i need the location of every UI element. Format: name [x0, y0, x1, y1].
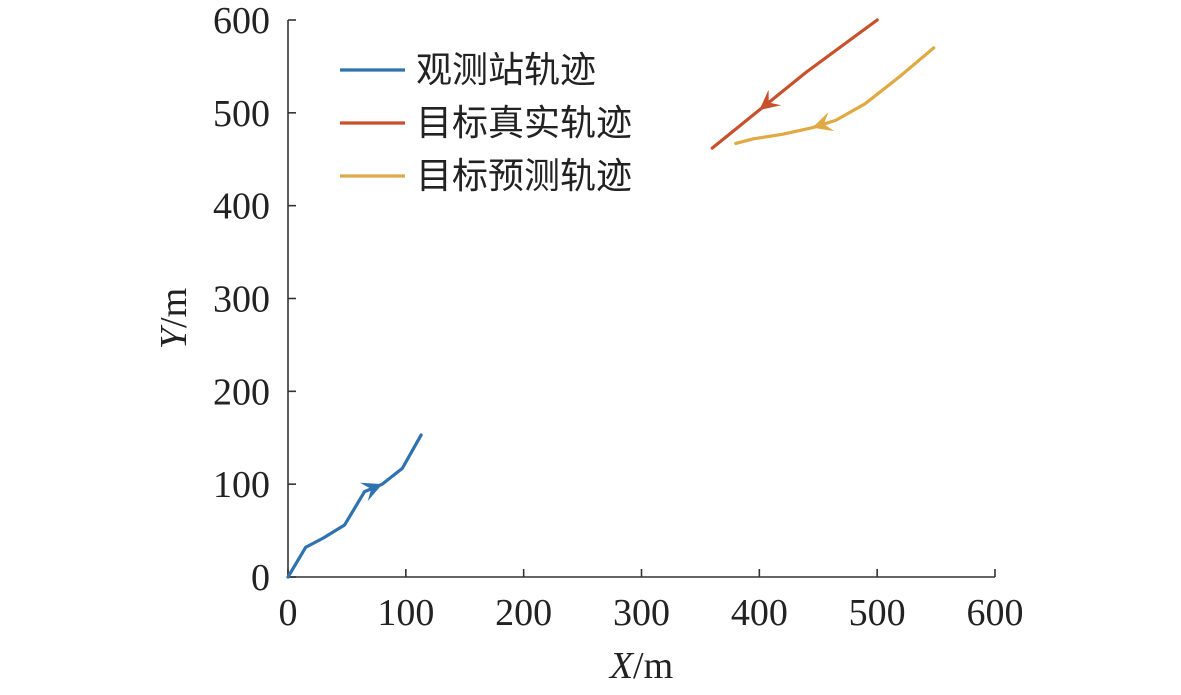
y-tick-label: 400 [213, 186, 270, 228]
x-tick-label: 400 [731, 592, 788, 634]
y-tick-label: 300 [213, 279, 270, 321]
y-axis-title-unit: /m [153, 288, 195, 328]
series-arrow-1 [359, 482, 383, 502]
x-axis-title-symbol: X [608, 645, 635, 687]
x-tick-label: 100 [377, 592, 434, 634]
x-tick-label: 500 [849, 592, 906, 634]
x-tick-label: 0 [279, 592, 298, 634]
legend-label-1: 观测站轨迹 [416, 50, 596, 91]
series-line-3 [734, 46, 936, 146]
legend-label-3: 目标预测轨迹 [416, 156, 632, 197]
series-line-2 [710, 18, 879, 150]
x-axis-title: X/m [608, 645, 673, 687]
y-tick-label: 100 [213, 464, 270, 506]
y-axis-title: Y/m [153, 288, 195, 349]
x-tick-label: 300 [613, 592, 670, 634]
y-tick-label: 0 [251, 557, 270, 599]
x-axis-title-unit: /m [633, 645, 673, 687]
y-tick-label: 600 [213, 0, 270, 42]
y-tick-label: 200 [213, 371, 270, 413]
x-tick-label: 200 [495, 592, 552, 634]
x-tick-label: 600 [967, 592, 1024, 634]
legend-label-2: 目标真实轨迹 [416, 103, 632, 144]
series-layer [286, 18, 936, 579]
series-arrow-2 [759, 89, 782, 111]
series-line-1 [286, 433, 423, 579]
y-tick-label: 500 [213, 93, 270, 135]
series-arrow-3 [812, 112, 835, 132]
axes: 0 100 200 300 400 500 600 0 100 200 300 400 500 600 [213, 0, 1024, 634]
y-axis-title-symbol: Y [153, 324, 195, 349]
